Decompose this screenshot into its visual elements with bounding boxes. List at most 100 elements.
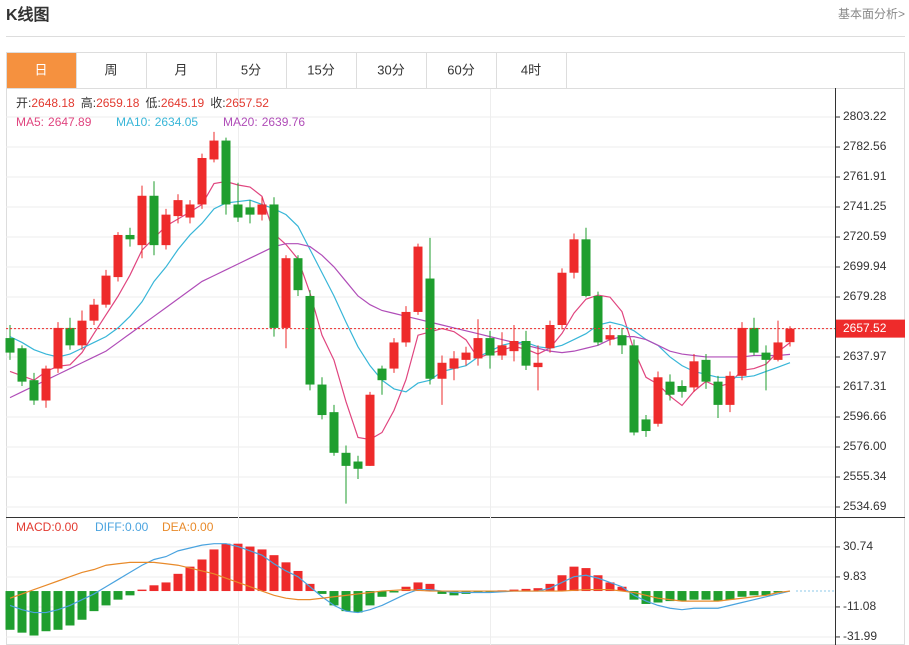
- macd-bar: [413, 582, 423, 592]
- y-tick-label: 2555.34: [843, 469, 887, 483]
- candle-body: [641, 419, 651, 432]
- legend-entry: DEA:0.00: [162, 520, 214, 534]
- tab[interactable]: [356, 52, 427, 89]
- macd-bar: [329, 591, 339, 606]
- candle-body: [569, 239, 579, 273]
- tab[interactable]: [426, 52, 497, 89]
- last-price-box: [836, 319, 905, 338]
- legend-name: DEA:: [162, 520, 190, 534]
- candle-body: [5, 338, 15, 353]
- legend-value: 2634.05: [155, 115, 199, 129]
- macd-bar: [713, 591, 723, 602]
- macd-bar: [641, 591, 651, 604]
- candle-body: [209, 140, 219, 160]
- legend-value: 2647.89: [48, 115, 92, 129]
- legend-name: DIFF:: [95, 520, 125, 534]
- candle-body: [137, 195, 147, 246]
- tab[interactable]: [496, 52, 567, 89]
- candle-body: [245, 207, 255, 215]
- candle-body: [341, 452, 351, 466]
- macd-bar: [485, 591, 495, 593]
- macd-bar: [545, 583, 555, 592]
- candle-body: [713, 381, 723, 405]
- macd-bar: [41, 591, 51, 632]
- legend-name: MA5:: [16, 115, 44, 129]
- macd-bar: [773, 591, 783, 593]
- y-tick-label: 2761.91: [843, 169, 887, 183]
- macd-bar: [593, 575, 603, 592]
- macd-bar: [509, 589, 519, 592]
- macd-bar: [149, 585, 159, 592]
- y-tick-label: 2720.59: [843, 229, 887, 243]
- candle-body: [497, 345, 507, 356]
- macd-bar: [281, 562, 291, 592]
- candle-body: [701, 359, 711, 382]
- candle-body: [557, 272, 567, 326]
- macd-bar: [557, 575, 567, 592]
- candle-body: [293, 258, 303, 291]
- y-tick-label: 2782.56: [843, 139, 887, 153]
- candle-body: [365, 394, 375, 466]
- ohlc-info: 开:2648.18 高:2659.18 低:2645.19 收:2657.52: [16, 95, 269, 110]
- macd-bar: [617, 586, 627, 592]
- y-tick-label: 2637.97: [843, 349, 887, 363]
- macd-bar: [449, 591, 459, 596]
- macd-bar: [65, 591, 75, 626]
- macd-bar: [521, 588, 531, 592]
- info-label: 高:: [81, 95, 96, 110]
- candle-body: [257, 204, 267, 215]
- legend-value: 0.00: [125, 520, 149, 534]
- macd-bar: [605, 582, 615, 592]
- candle-body: [533, 362, 543, 368]
- candle-body: [437, 362, 447, 379]
- macd-bar: [569, 566, 579, 592]
- macd-bar: [473, 591, 483, 593]
- tab-label[interactable]: 4时: [521, 62, 541, 77]
- last-price-label: 2657.52: [843, 321, 887, 335]
- macd-bar: [353, 591, 363, 613]
- candle-body: [221, 140, 231, 205]
- plot: 日 周 月 5分 15分 30分 60分 4时 2534.69 2555.34 2576.00 259…: [5, 52, 905, 643]
- tab-label[interactable]: 60分: [447, 62, 474, 77]
- y-tick-label: 2576.00: [843, 439, 887, 453]
- tab[interactable]: [216, 52, 287, 89]
- candle-body: [377, 368, 387, 381]
- candle-body: [593, 295, 603, 343]
- fundamental-link[interactable]: 基本面分析>: [838, 7, 905, 21]
- y-tick-label: 2741.25: [843, 199, 887, 213]
- macd-bar: [89, 591, 99, 612]
- candle-body: [545, 325, 555, 349]
- candle-body: [521, 340, 531, 366]
- candle-body: [317, 384, 327, 416]
- macd-bar: [401, 586, 411, 592]
- legend-value: 0.00: [190, 520, 214, 534]
- legend-name: MA20:: [223, 115, 258, 129]
- macd-bar: [689, 591, 699, 600]
- macd-bar: [173, 573, 183, 592]
- info-label: 低:: [145, 96, 160, 110]
- info-value: 2659.18: [96, 96, 140, 110]
- macd-bar: [113, 591, 123, 600]
- tab-label[interactable]: 周: [104, 62, 117, 77]
- tab-label[interactable]: 日: [34, 62, 47, 77]
- candle-body: [629, 345, 639, 433]
- legend-entry: DIFF:0.00: [95, 520, 149, 534]
- tab-label[interactable]: 15分: [307, 62, 334, 77]
- candle-body: [65, 327, 75, 346]
- tab[interactable]: [286, 52, 357, 89]
- tab-label[interactable]: 30分: [377, 62, 404, 77]
- macd-bar: [317, 591, 327, 594]
- tab[interactable]: [6, 52, 77, 89]
- macd-bar: [293, 570, 303, 592]
- indicator-line: [9, 180, 791, 441]
- legend-entry: MACD:0.00: [16, 520, 78, 534]
- tab-label[interactable]: 5分: [241, 62, 261, 77]
- y-tick-label: -11.08: [843, 599, 876, 613]
- candle-body: [197, 157, 207, 205]
- tab-label[interactable]: 月: [174, 62, 187, 77]
- y-tick-label: 2617.31: [843, 379, 887, 393]
- candle-body: [29, 380, 39, 401]
- y-tick-label: -31.99: [843, 629, 877, 643]
- candle-body: [485, 338, 495, 356]
